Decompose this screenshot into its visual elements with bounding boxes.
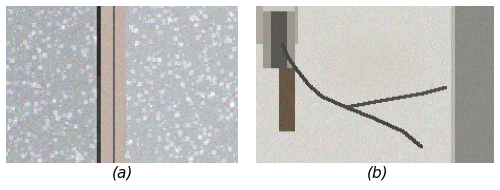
Text: (b): (b) [366, 165, 388, 180]
Text: (a): (a) [112, 165, 133, 180]
